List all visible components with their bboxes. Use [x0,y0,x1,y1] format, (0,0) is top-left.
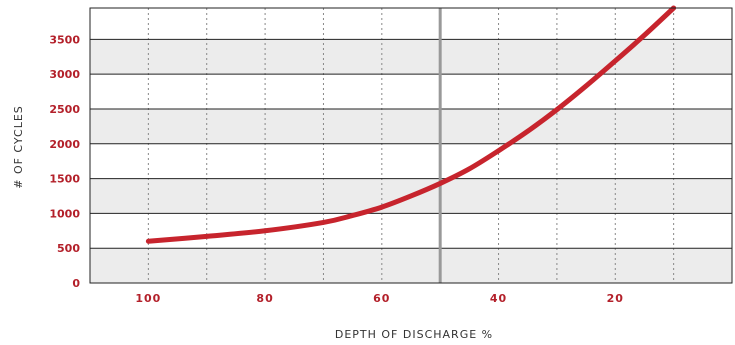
y-tick-label-1500: 1500 [49,173,80,186]
y-tick-label-3000: 3000 [49,68,80,81]
x-tick-label-80: 80 [256,292,273,305]
y-tick-label-1000: 1000 [49,207,80,220]
y-tick-label-2500: 2500 [49,103,80,116]
y-tick-labels: 0 500 1000 1500 2000 2500 3000 3500 [49,33,80,290]
series-line-0 [145,5,677,244]
y-tick-label-0: 0 [72,277,80,290]
vertical-gridlines [147,8,675,283]
x-tick-label-20: 20 [607,292,624,305]
band-2000 [90,108,732,144]
plot-frame [89,7,733,284]
series-group [145,5,677,244]
plot-border [89,7,733,284]
y-tick-label-500: 500 [57,242,80,255]
x-tick-label-100: 100 [135,292,161,305]
horizontal-gridlines [90,38,732,249]
x-tick-label-60: 60 [373,292,390,305]
y-axis-label: # OF CYCLES [12,105,25,189]
band-0 [90,248,732,283]
x-tick-label-40: 40 [490,292,507,305]
y-tick-label-3500: 3500 [49,33,80,46]
band-3000 [90,39,732,75]
x-axis-label: DEPTH OF DISCHARGE % [335,328,493,341]
x-tick-labels: 100 80 60 40 20 [135,292,624,305]
y-tick-label-2000: 2000 [49,138,80,151]
background-bands [90,8,732,283]
